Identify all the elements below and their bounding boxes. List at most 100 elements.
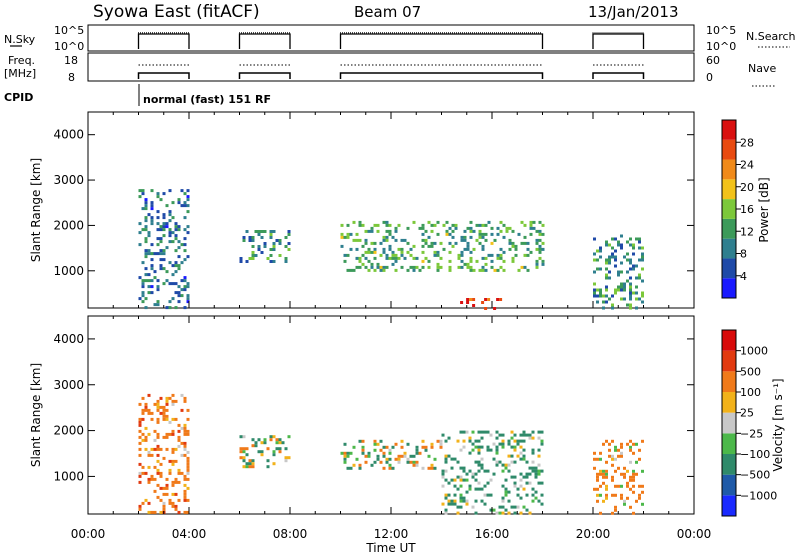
echo-cell — [538, 256, 542, 260]
echo-cell — [504, 478, 508, 482]
echo-cell — [474, 487, 478, 491]
echo-cell — [490, 253, 494, 257]
echo-cell — [415, 460, 419, 464]
echo-cell — [614, 508, 617, 512]
echo-cell — [251, 465, 255, 469]
echo-cell — [153, 438, 157, 442]
echo-cell — [159, 396, 163, 400]
echo-cell — [174, 264, 178, 268]
echo-cell — [180, 288, 184, 292]
echo-cell — [477, 487, 481, 491]
echo-cell — [623, 297, 626, 301]
echo-cell — [370, 226, 374, 230]
echo-cell — [183, 492, 187, 496]
echo-cell — [144, 207, 148, 211]
echo-cell — [541, 232, 545, 236]
echo-cell — [469, 259, 473, 263]
echo-cell — [617, 288, 620, 292]
echo-cell — [424, 445, 428, 449]
echo-cell — [537, 454, 541, 458]
echo-cell — [629, 297, 632, 301]
echo-cell — [388, 247, 392, 251]
echo-cell — [373, 439, 377, 443]
echo-cell — [165, 408, 169, 412]
x-tick-label: 20:00 — [576, 527, 611, 541]
echo-cell — [596, 294, 599, 298]
echo-cell — [382, 445, 386, 449]
echo-cell — [144, 435, 148, 439]
echo-cell — [376, 262, 380, 266]
echo-cell — [162, 456, 166, 460]
echo-cell — [611, 255, 614, 259]
echo-cell — [156, 417, 160, 421]
freq-series-line — [339, 72, 544, 79]
echo-cell — [183, 204, 187, 208]
echo-cell — [343, 457, 347, 461]
echo-cell — [397, 223, 401, 227]
echo-cell — [641, 294, 644, 298]
echo-cell — [531, 430, 535, 434]
echo-cell — [525, 493, 529, 497]
echo-cell — [364, 241, 368, 245]
echo-cell — [171, 297, 175, 301]
echo-cell — [144, 237, 148, 241]
echo-cell — [159, 264, 163, 268]
echo-cell — [248, 239, 252, 242]
echo-cell — [454, 226, 458, 230]
echo-cell — [186, 198, 190, 202]
echo-cell — [623, 288, 626, 292]
echo-cell — [444, 478, 448, 482]
echo-cell — [400, 439, 404, 443]
echo-cell — [388, 244, 392, 248]
echo-cell — [156, 435, 160, 439]
echo-cell — [450, 457, 454, 461]
echo-cell — [599, 246, 602, 250]
colorbar-tick-label: −100 — [740, 448, 770, 461]
echo-cell — [465, 430, 469, 434]
power-frame — [87, 111, 695, 309]
echo-cell — [523, 235, 527, 239]
echo-cell — [599, 294, 602, 298]
echo-cell — [147, 477, 151, 481]
echo-cell — [144, 228, 148, 232]
echo-cell — [177, 294, 181, 298]
echo-cell — [474, 460, 478, 464]
echo-cell — [638, 276, 641, 280]
echo-cell — [501, 439, 505, 443]
echo-cell — [441, 502, 445, 506]
echo-cell — [444, 469, 448, 473]
echo-cell — [450, 466, 454, 470]
echo-cell — [439, 265, 443, 269]
echo-cell — [635, 297, 638, 301]
nsky-series-line — [339, 33, 544, 49]
echo-cell — [495, 430, 499, 434]
echo-cell — [489, 478, 493, 482]
echo-cell — [480, 430, 484, 434]
echo-cell — [144, 267, 148, 271]
echo-cell — [180, 204, 184, 208]
echo-cell — [346, 268, 350, 272]
echo-cell — [514, 244, 518, 248]
echo-cell — [486, 445, 490, 449]
echo-cell — [475, 238, 479, 242]
echo-cell — [272, 435, 276, 439]
echo-cell — [638, 297, 641, 301]
echo-cell — [510, 445, 514, 449]
echo-cell — [617, 448, 620, 452]
echo-cell — [269, 254, 273, 257]
x-tick-label: 04:00 — [172, 527, 207, 541]
echo-cell — [444, 457, 448, 461]
echo-cell — [245, 465, 249, 469]
echo-cell — [355, 256, 359, 260]
echo-cell — [498, 433, 502, 437]
echo-cell — [165, 225, 169, 229]
echo-cell — [501, 433, 505, 437]
nsky-right-tick-bottom: 10^0 — [706, 40, 736, 53]
echo-cell — [605, 261, 608, 265]
echo-cell — [171, 273, 175, 277]
echo-cell — [602, 469, 605, 473]
echo-cell — [171, 201, 175, 205]
echo-cell — [525, 481, 529, 485]
echo-cell — [516, 493, 520, 497]
echo-cell — [608, 270, 611, 274]
